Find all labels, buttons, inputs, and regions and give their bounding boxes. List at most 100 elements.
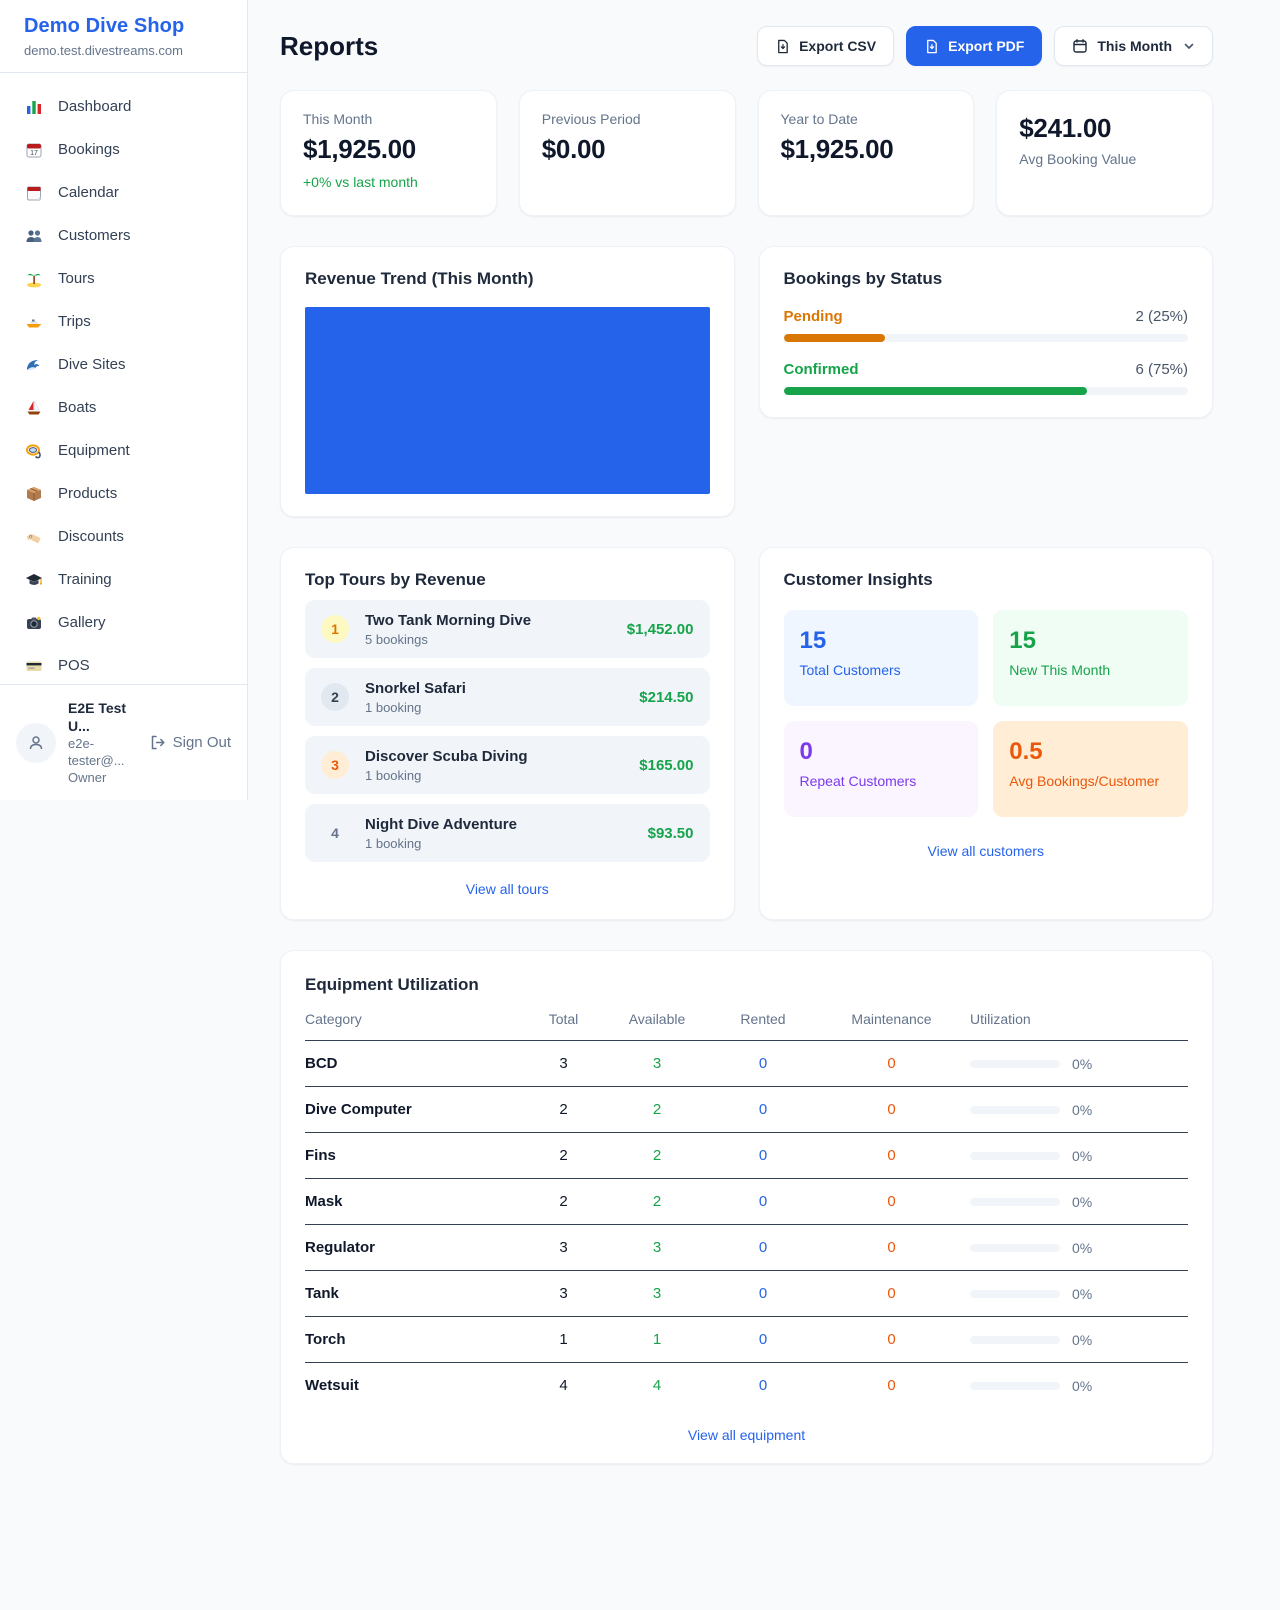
progress-fill-confirmed [783,387,1087,395]
bookings-icon: 17 [24,140,44,160]
sidebar-item-pos[interactable]: POS [12,644,235,684]
table-row: Fins 2 2 0 0 0% [305,1133,1188,1179]
cell-total: 3 [559,1239,568,1256]
export-csv-button[interactable]: Export CSV [757,26,895,66]
tile-label: Repeat Customers [799,773,917,789]
utilization-bar [970,1197,1060,1206]
cell-utilization: 0% [970,1240,1188,1256]
cell-total: 3 [559,1285,568,1302]
tour-name: Snorkel Safari [365,679,466,697]
tour-name: Two Tank Morning Dive [365,611,532,629]
sidebar-item-bookings[interactable]: 17 Bookings [12,128,235,171]
tour-bookings: 1 booking [365,835,422,851]
top-tours-title: Top Tours by Revenue [305,570,486,589]
file-download-icon [927,39,937,53]
cell-rented: 0 [758,1147,768,1164]
sidebar-item-calendar[interactable]: Calendar [12,171,235,214]
tile-new-this-month: 15 New This Month [993,610,1188,706]
cell-utilization: 0% [970,1056,1188,1072]
rank-badge: 1 [321,615,349,643]
stat-value: $241.00 [1019,113,1112,143]
view-all-tours-link[interactable]: View all tours [465,881,549,897]
utilization-bar [970,1289,1060,1298]
tours-icon [24,269,44,289]
cell-category: BCD [305,1055,338,1072]
cell-rented: 0 [758,1331,768,1348]
bookings-by-status-card: Bookings by Status Pending 2 (25%) Confi… [758,246,1213,418]
tile-total-customers: 15 Total Customers [783,610,979,706]
cell-rented: 0 [758,1055,768,1072]
cell-maintenance: 0 [887,1101,896,1118]
tour-row: 2 Snorkel Safari 1 booking $214.50 [305,668,710,726]
tour-amount: $1,452.00 [626,620,694,638]
utilization-pct: 0% [1072,1055,1093,1072]
shop-domain: demo.test.divestreams.com [24,43,183,58]
sidebar-item-trips[interactable]: Trips [12,300,235,343]
sidebar-item-boats[interactable]: Boats [12,386,235,429]
shop-name: Demo Dive Shop [24,15,185,37]
sidebar-item-gallery[interactable]: Gallery [12,601,235,644]
col-total: Total [548,1011,579,1027]
stat-value: $1,925.00 [780,134,894,164]
cell-rented: 0 [758,1239,768,1256]
stat-value: $0.00 [541,134,606,164]
tour-row: 4 Night Dive Adventure 1 booking $93.50 [305,804,710,862]
sidebar-item-dashboard[interactable]: Dashboard [12,85,235,128]
sidebar-item-dive-sites[interactable]: Dive Sites [12,343,235,386]
cell-category: Regulator [305,1239,376,1256]
stat-delta: +0% vs last month [303,174,418,190]
cell-rented: 0 [758,1193,768,1210]
export-pdf-label: Export PDF [948,38,1025,54]
sidebar-item-tours[interactable]: Tours [12,257,235,300]
table-row: BCD 3 3 0 0 0% [305,1041,1188,1087]
tile-label: Total Customers [799,662,901,678]
period-dropdown[interactable]: This Month [1054,26,1213,66]
sidebar-item-label: Dashboard [58,98,132,115]
col-maintenance: Maintenance [851,1011,932,1027]
sidebar-item-label: Customers [58,227,131,244]
progress-track [783,387,1188,395]
cell-available: 2 [652,1193,662,1210]
sign-out-button[interactable]: Sign Out [149,734,231,751]
revenue-trend-chart [305,307,710,494]
user-panel: E2E Test U... e2e-tester@... Owner Sign … [0,684,247,800]
utilization-bar [970,1059,1060,1068]
calendar-icon [24,183,44,203]
rank-badge: 2 [321,683,349,711]
sidebar-item-discounts[interactable]: Discounts [12,515,235,558]
utilization-pct: 0% [1072,1331,1093,1348]
cell-utilization: 0% [970,1378,1188,1394]
sidebar-item-training[interactable]: Training [12,558,235,601]
tour-amount: $214.50 [639,688,694,706]
avatar [16,722,56,763]
sidebar-item-equipment[interactable]: Equipment [12,429,235,472]
col-rented: Rented [740,1011,786,1027]
sidebar-item-products[interactable]: Products [12,472,235,515]
sidebar-item-customers[interactable]: Customers [12,214,235,257]
sidebar-item-label: Discounts [58,528,124,545]
view-all-customers-link[interactable]: View all customers [927,843,1044,859]
equipment-utilization-card: Equipment Utilization Category Total Ava… [280,950,1213,1464]
cell-available: 3 [652,1239,662,1256]
tour-row: 3 Discover Scuba Diving 1 booking $165.0… [305,736,710,794]
utilization-pct: 0% [1072,1285,1093,1302]
tour-amount: $93.50 [647,824,694,842]
cell-category: Fins [305,1147,336,1164]
tile-repeat-customers: 0 Repeat Customers [783,721,979,817]
products-icon [24,484,44,504]
stat-label: This Month [303,111,373,127]
tour-name: Discover Scuba Diving [365,747,528,765]
tour-name: Night Dive Adventure [365,815,517,833]
chevron-down-icon [1184,43,1194,49]
cell-category: Tank [305,1285,339,1302]
view-all-equipment-link[interactable]: View all equipment [687,1427,806,1443]
user-role: Owner [68,770,107,785]
status-label: Pending [783,308,843,325]
export-pdf-button[interactable]: Export PDF [906,26,1043,66]
cell-total: 2 [559,1101,568,1118]
sidebar-item-label: Trips [58,313,91,330]
tour-row: 1 Two Tank Morning Dive 5 bookings $1,45… [305,600,710,658]
sidebar-item-label: Training [58,571,112,588]
cell-available: 2 [652,1101,662,1118]
cell-utilization: 0% [970,1194,1188,1210]
